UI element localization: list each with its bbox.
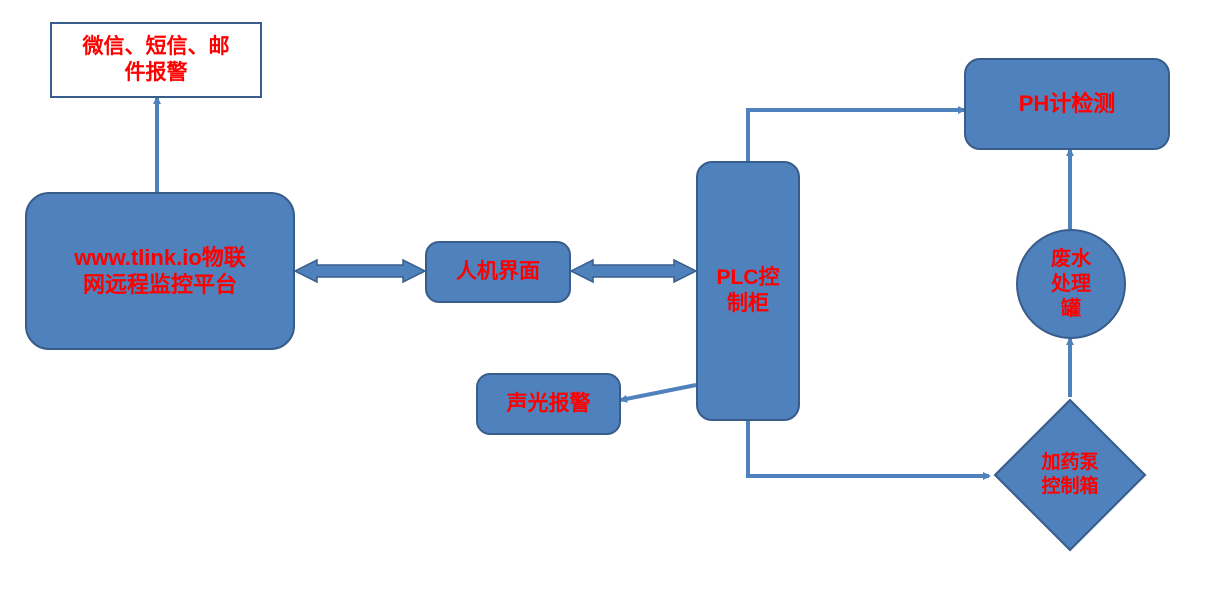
node-sound-light-alarm: 声光报警 — [476, 373, 621, 435]
node-hmi: 人机界面 — [425, 241, 571, 303]
node-wastewater-tank: 废水 处理 罐 — [1016, 229, 1126, 339]
dosing-pump-box-label: 加药泵 控制箱 — [1041, 451, 1098, 499]
node-alarm-channels: 微信、短信、邮 件报警 — [50, 22, 262, 98]
node-plc-cabinet: PLC控 制柜 — [696, 161, 800, 421]
node-dosing-pump-box: 加药泵 控制箱 — [1016, 421, 1124, 529]
node-ph-detect: PH计检测 — [964, 58, 1170, 150]
node-tlink-platform: www.tlink.io物联 网远程监控平台 — [25, 192, 295, 350]
